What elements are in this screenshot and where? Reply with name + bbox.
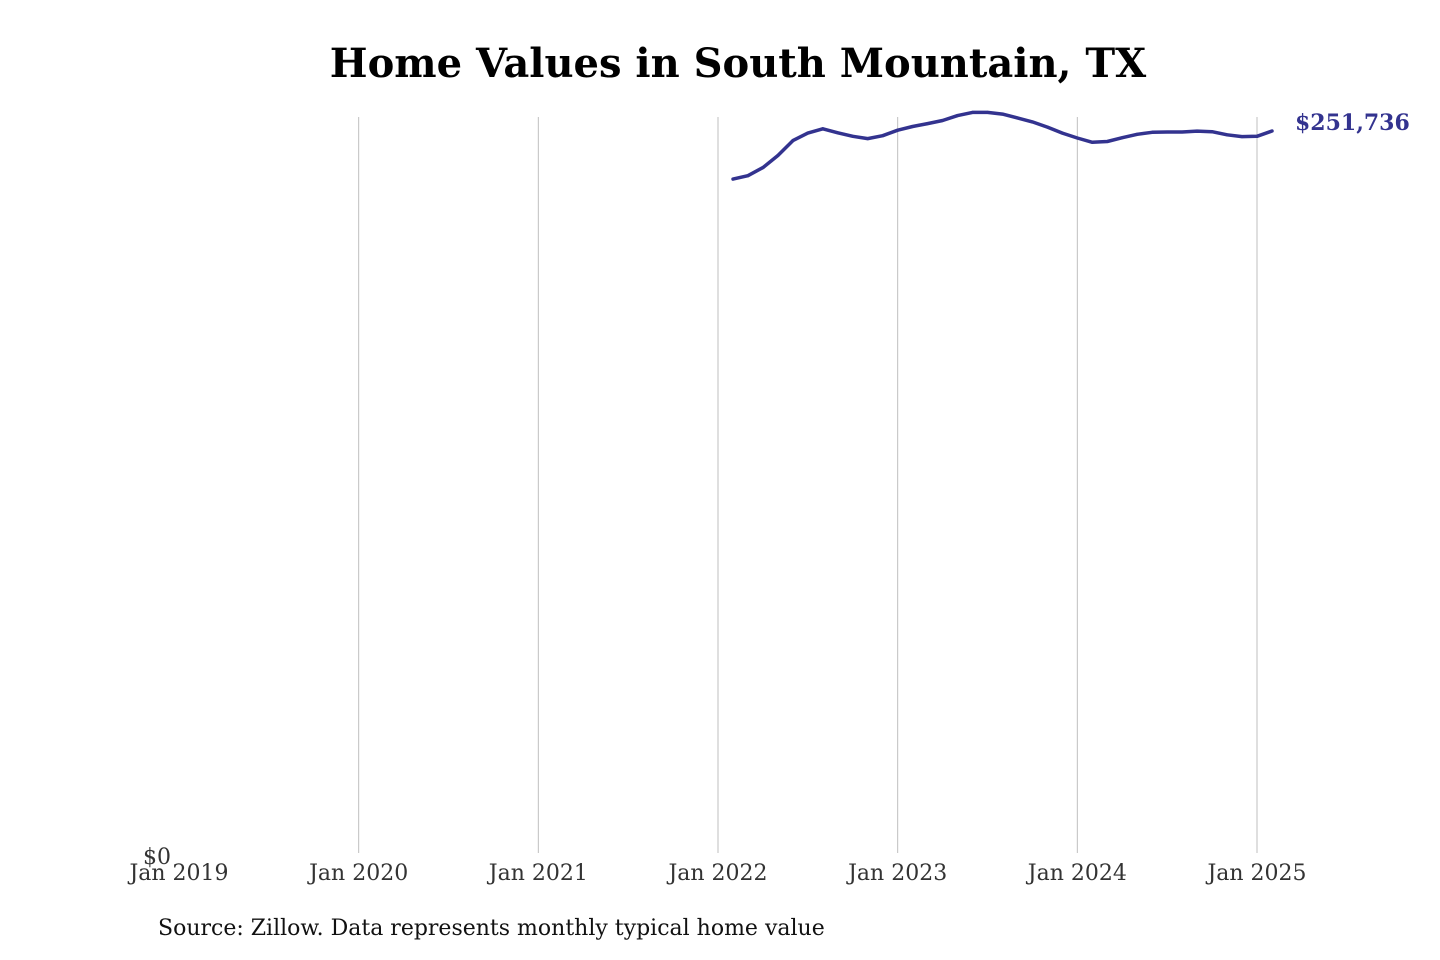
data-point [1015, 116, 1019, 120]
x-tick-label: Jan 2025 [1205, 861, 1306, 886]
data-point [956, 114, 960, 118]
x-tick-label: Jan 2020 [307, 861, 408, 886]
data-point [1075, 136, 1079, 140]
data-point [881, 134, 885, 138]
data-point [1105, 140, 1109, 143]
data-point [1165, 130, 1169, 134]
data-point [1060, 131, 1064, 135]
series-line [731, 110, 1274, 181]
y-tick-label: $0 [143, 845, 171, 870]
data-point [806, 131, 810, 135]
data-point [866, 137, 870, 141]
data-point [941, 119, 945, 122]
data-point [911, 125, 915, 128]
end-value-label: $251,736 [1295, 110, 1410, 136]
data-point [746, 174, 750, 178]
data-point [836, 131, 840, 135]
x-tick-label: Jan 2023 [846, 861, 947, 886]
x-tick-label: Jan 2019 [127, 861, 228, 886]
data-point [791, 139, 795, 143]
data-point [986, 110, 989, 114]
data-point [1030, 120, 1034, 124]
x-tick-label: Jan 2022 [666, 861, 767, 886]
data-point [1045, 125, 1049, 129]
data-point [1255, 134, 1259, 138]
data-point [1225, 133, 1229, 137]
series-layer [731, 110, 1274, 181]
data-point [1150, 130, 1154, 134]
data-point [821, 127, 825, 131]
data-point [1180, 130, 1184, 134]
data-point [1270, 129, 1274, 133]
x-tick-label: Jan 2024 [1026, 861, 1127, 886]
data-point [1001, 112, 1004, 116]
axis-labels: Jan 2019 Jan 2020 Jan 2021 Jan 2022 Jan 2023… [127, 110, 1409, 886]
data-point [1195, 129, 1199, 133]
source-note: Source: Zillow. Data represents monthly … [158, 916, 825, 941]
data-point [1240, 135, 1244, 139]
data-point [926, 122, 930, 126]
data-point [851, 134, 855, 138]
data-point [1090, 140, 1094, 144]
data-point [731, 177, 735, 181]
data-point [1120, 136, 1124, 140]
data-point [896, 128, 900, 132]
data-point [761, 166, 765, 170]
chart-title: Home Values in South Mountain, TX [329, 40, 1147, 87]
data-point [1135, 132, 1139, 136]
x-tick-label: Jan 2021 [487, 861, 588, 886]
vertical-gridlines [358, 117, 1258, 853]
data-point [971, 110, 974, 114]
data-point [1210, 130, 1214, 134]
data-point [776, 154, 780, 157]
